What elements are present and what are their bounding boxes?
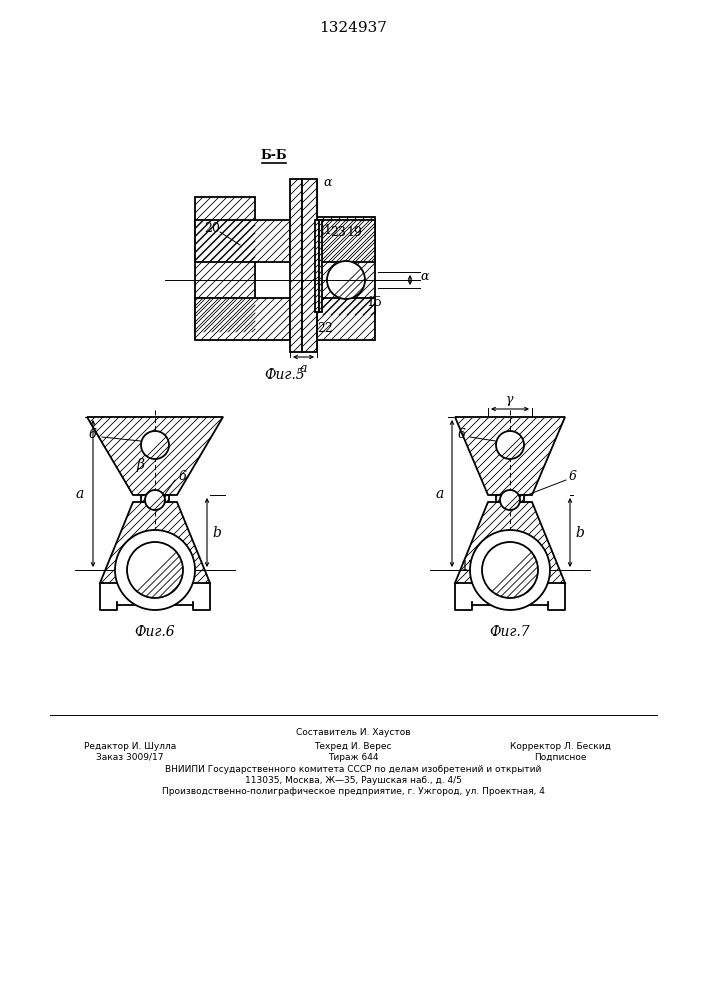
Circle shape (141, 431, 169, 459)
Text: Корректор Л. Бескид: Корректор Л. Бескид (510, 742, 610, 751)
Text: 6: 6 (179, 471, 187, 484)
Text: Подписное: Подписное (534, 753, 586, 762)
Bar (317, 220, 375, 262)
Circle shape (145, 490, 165, 510)
Circle shape (327, 261, 365, 299)
Circle shape (115, 530, 195, 610)
Text: a: a (76, 487, 84, 501)
Bar (195, 197, 255, 332)
Text: α: α (323, 176, 332, 190)
Circle shape (500, 490, 520, 510)
Polygon shape (141, 495, 169, 502)
Text: 6: 6 (569, 471, 577, 484)
Bar (302, 179, 317, 352)
Polygon shape (87, 417, 223, 495)
Text: 6: 6 (89, 428, 97, 442)
Text: b: b (575, 526, 585, 540)
Bar (317, 217, 375, 315)
Text: 6: 6 (458, 428, 466, 440)
Polygon shape (496, 495, 524, 502)
Text: 113035, Москва, Ж—35, Раушская наб., д. 4/5: 113035, Москва, Ж—35, Раушская наб., д. … (245, 776, 462, 785)
Text: γ: γ (506, 393, 514, 406)
Circle shape (127, 542, 183, 598)
Text: ВНИИПИ Государственного комитета СССР по делам изобретений и открытий: ВНИИПИ Государственного комитета СССР по… (165, 765, 541, 774)
Circle shape (482, 542, 538, 598)
Polygon shape (455, 502, 565, 583)
Text: 19: 19 (346, 226, 362, 238)
Text: Б-Б: Б-Б (261, 149, 287, 162)
Bar (315, 220, 319, 312)
Text: 17: 17 (460, 560, 476, 572)
Polygon shape (100, 502, 210, 583)
Text: Техред И. Верес: Техред И. Верес (314, 742, 392, 751)
Polygon shape (455, 417, 565, 495)
Text: 18: 18 (299, 212, 315, 225)
Circle shape (470, 530, 550, 610)
Bar (290, 179, 302, 352)
Text: Фиг.7: Фиг.7 (490, 625, 530, 639)
Text: Фиг.5: Фиг.5 (264, 368, 305, 382)
Text: Тираж 644: Тираж 644 (328, 753, 378, 762)
Text: Составитель И. Хаустов: Составитель И. Хаустов (296, 728, 410, 737)
Text: 15: 15 (366, 296, 382, 310)
Text: a: a (299, 362, 307, 375)
Bar (195, 298, 290, 340)
Bar (195, 220, 290, 262)
Text: 20: 20 (204, 222, 220, 234)
Text: 23: 23 (330, 226, 346, 238)
Text: α: α (420, 270, 428, 284)
Text: b: b (213, 526, 221, 540)
Text: 21: 21 (316, 224, 332, 236)
Text: 1324937: 1324937 (319, 21, 387, 35)
Text: a: a (436, 487, 444, 501)
Text: Производственно-полиграфическое предприятие, г. Ужгород, ул. Проектная, 4: Производственно-полиграфическое предприя… (162, 787, 544, 796)
Text: 22: 22 (317, 322, 333, 334)
Text: Фиг.6: Фиг.6 (135, 625, 175, 639)
Bar (317, 298, 375, 340)
Text: Редактор И. Шулла: Редактор И. Шулла (84, 742, 176, 751)
Bar (319, 220, 322, 312)
Text: Заказ 3009/17: Заказ 3009/17 (96, 753, 164, 762)
Text: β: β (136, 458, 144, 472)
Circle shape (496, 431, 524, 459)
